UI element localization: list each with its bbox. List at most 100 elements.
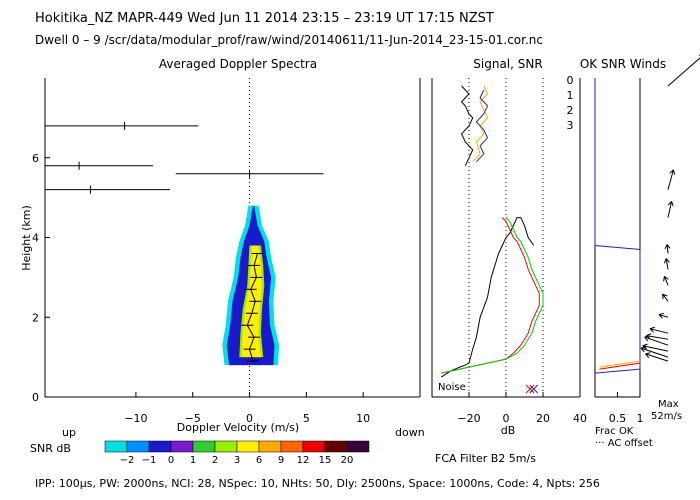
- ac-offset-label: ··· AC offset: [595, 438, 653, 449]
- snr-xtick-label-1: 0: [503, 412, 510, 425]
- up-label: up: [62, 426, 76, 439]
- colorbar-swatch-11: [346, 440, 370, 453]
- wind-vector-shaft-0: [645, 353, 669, 362]
- wind-vector-0: [645, 352, 669, 362]
- snr-title: Signal, SNR: [473, 57, 542, 71]
- spectra-xtick-label-1: −5: [185, 412, 201, 425]
- wind-vector-head-6: [658, 312, 664, 319]
- snr-series-2: [441, 217, 544, 374]
- wind-vector-shaft-12: [667, 169, 674, 190]
- spectra-ylabel: Height (km): [20, 205, 33, 271]
- wind-vector-shaft-3: [644, 336, 669, 346]
- snr-series-4: [472, 85, 489, 163]
- snr-series-5: [475, 89, 489, 163]
- wind-vector-13: [667, 54, 700, 87]
- colorbar-tick-8: 12: [297, 455, 310, 466]
- wind-vector-shaft-13: [667, 57, 700, 87]
- footer-params: IPP: 100μs, PW: 2000ns, NCI: 28, NSpec: …: [35, 477, 600, 490]
- snr-legend-0: 0: [567, 74, 574, 87]
- spectra-title: Averaged Doppler Spectra: [159, 57, 317, 71]
- spectra-xtick-label-3: 5: [303, 412, 310, 425]
- max-label: Max: [658, 399, 679, 410]
- wind-vector-8: [663, 275, 669, 286]
- noise-marker-stroke-b-0: [525, 384, 535, 394]
- spectra-xlabel: Doppler Velocity (m/s): [177, 421, 299, 434]
- snr-legend-2: 2: [567, 104, 574, 117]
- wind-vector-5: [649, 326, 669, 334]
- spectra-panel: −10 −5 0 5 10 0 2 4 6: [32, 78, 421, 425]
- spectra-ytick-label-2: 4: [32, 232, 39, 245]
- snr-xlabel: dB: [501, 424, 516, 437]
- colorbar: −2 −1 0 1 2 3 6 9 12 15 20: [104, 440, 370, 466]
- noise-marker-1: [529, 384, 539, 394]
- header-line1: Hokitika_NZ MAPR-449 Wed Jun 11 2014 23:…: [35, 11, 494, 26]
- filter-label: FCA Filter B2 5m/s: [435, 452, 536, 465]
- spectra-ytick-label-1: 2: [32, 311, 39, 324]
- colorbar-swatch-8: [280, 440, 304, 453]
- frac-ok-line-2: [599, 360, 641, 368]
- colorbar-swatch-0: [104, 440, 128, 453]
- colorbar-swatch-7: [258, 440, 282, 453]
- frac-ok-line-0: [594, 78, 641, 374]
- colorbar-swatch-5: [214, 440, 238, 453]
- colorbar-label: SNR dB: [30, 442, 71, 455]
- wind-vector-7: [662, 293, 669, 302]
- snr-series-0: [441, 217, 535, 378]
- wind-vector-head-9: [663, 258, 670, 264]
- wind-vector-shaft-5: [649, 328, 669, 334]
- wind-vector-head-8: [663, 275, 669, 282]
- colorbar-tick-3: 1: [190, 455, 196, 466]
- colorbar-tick-7: 9: [278, 455, 284, 466]
- colorbar-tick-10: 20: [341, 455, 354, 466]
- wind-vector-shaft-7: [662, 293, 669, 302]
- wind-vector-shaft-1: [640, 347, 669, 358]
- colorbar-tick-6: 6: [256, 455, 262, 466]
- snr-series-1: [441, 217, 540, 374]
- frac-ok-line-1: [599, 362, 641, 370]
- snr-xtick-label-2: 20: [536, 412, 550, 425]
- spectra-ytick-label-3: 6: [32, 152, 39, 165]
- winds-xtick-label-1: 1: [637, 412, 644, 425]
- spectra-ytick-label-0: 0: [32, 391, 39, 404]
- wind-vector-shaft-6: [658, 314, 669, 318]
- winds-title: OK SNR Winds: [580, 57, 666, 71]
- wind-vector-shaft-8: [663, 276, 669, 286]
- winds-xtick-label-0: 0.5: [609, 412, 627, 425]
- noise-marker-stroke-b-1: [529, 384, 539, 394]
- wind-vector-head-10: [664, 244, 671, 250]
- snr-legend-3: 3: [567, 119, 574, 132]
- wind-vector-head-7: [662, 293, 668, 300]
- noise-label: Noise: [438, 382, 466, 393]
- colorbar-swatch-9: [302, 440, 326, 453]
- wind-vector-head-5: [649, 326, 655, 333]
- colorbar-swatch-2: [148, 440, 172, 453]
- wind-vector-head-11: [667, 201, 674, 207]
- colorbar-swatch-4: [192, 440, 216, 453]
- colorbar-swatch-6: [236, 440, 260, 453]
- snr-legend-1: 1: [567, 89, 574, 102]
- wind-vector-shaft-9: [665, 258, 669, 270]
- colorbar-swatch-10: [324, 440, 348, 453]
- colorbar-tick-5: 3: [234, 455, 240, 466]
- wind-vector-12: [667, 169, 676, 190]
- colorbar-tick-1: −1: [142, 455, 157, 466]
- wind-vector-shaft-2: [642, 345, 669, 352]
- colorbar-tick-2: 0: [168, 455, 174, 466]
- colorbar-swatch-3: [170, 440, 194, 453]
- wind-vector-9: [663, 258, 670, 270]
- winds-xlabel: Frac OK: [595, 426, 634, 437]
- doppler-profile-line: [246, 253, 258, 362]
- wind-vector-11: [667, 201, 674, 218]
- colorbar-swatch-1: [126, 440, 150, 453]
- colorbar-tick-4: 2: [212, 455, 218, 466]
- wind-vector-head-12: [669, 169, 676, 175]
- wind-vector-4: [646, 333, 669, 340]
- colorbar-tick-9: 15: [319, 455, 332, 466]
- noise-marker-0: [525, 384, 535, 394]
- wind-vector-head-2: [642, 343, 648, 350]
- wind-vector-head-4: [646, 333, 652, 340]
- spectra-xtick-label-0: −10: [124, 412, 147, 425]
- wind-vector-2: [642, 343, 669, 352]
- wind-vector-head-0: [645, 352, 651, 359]
